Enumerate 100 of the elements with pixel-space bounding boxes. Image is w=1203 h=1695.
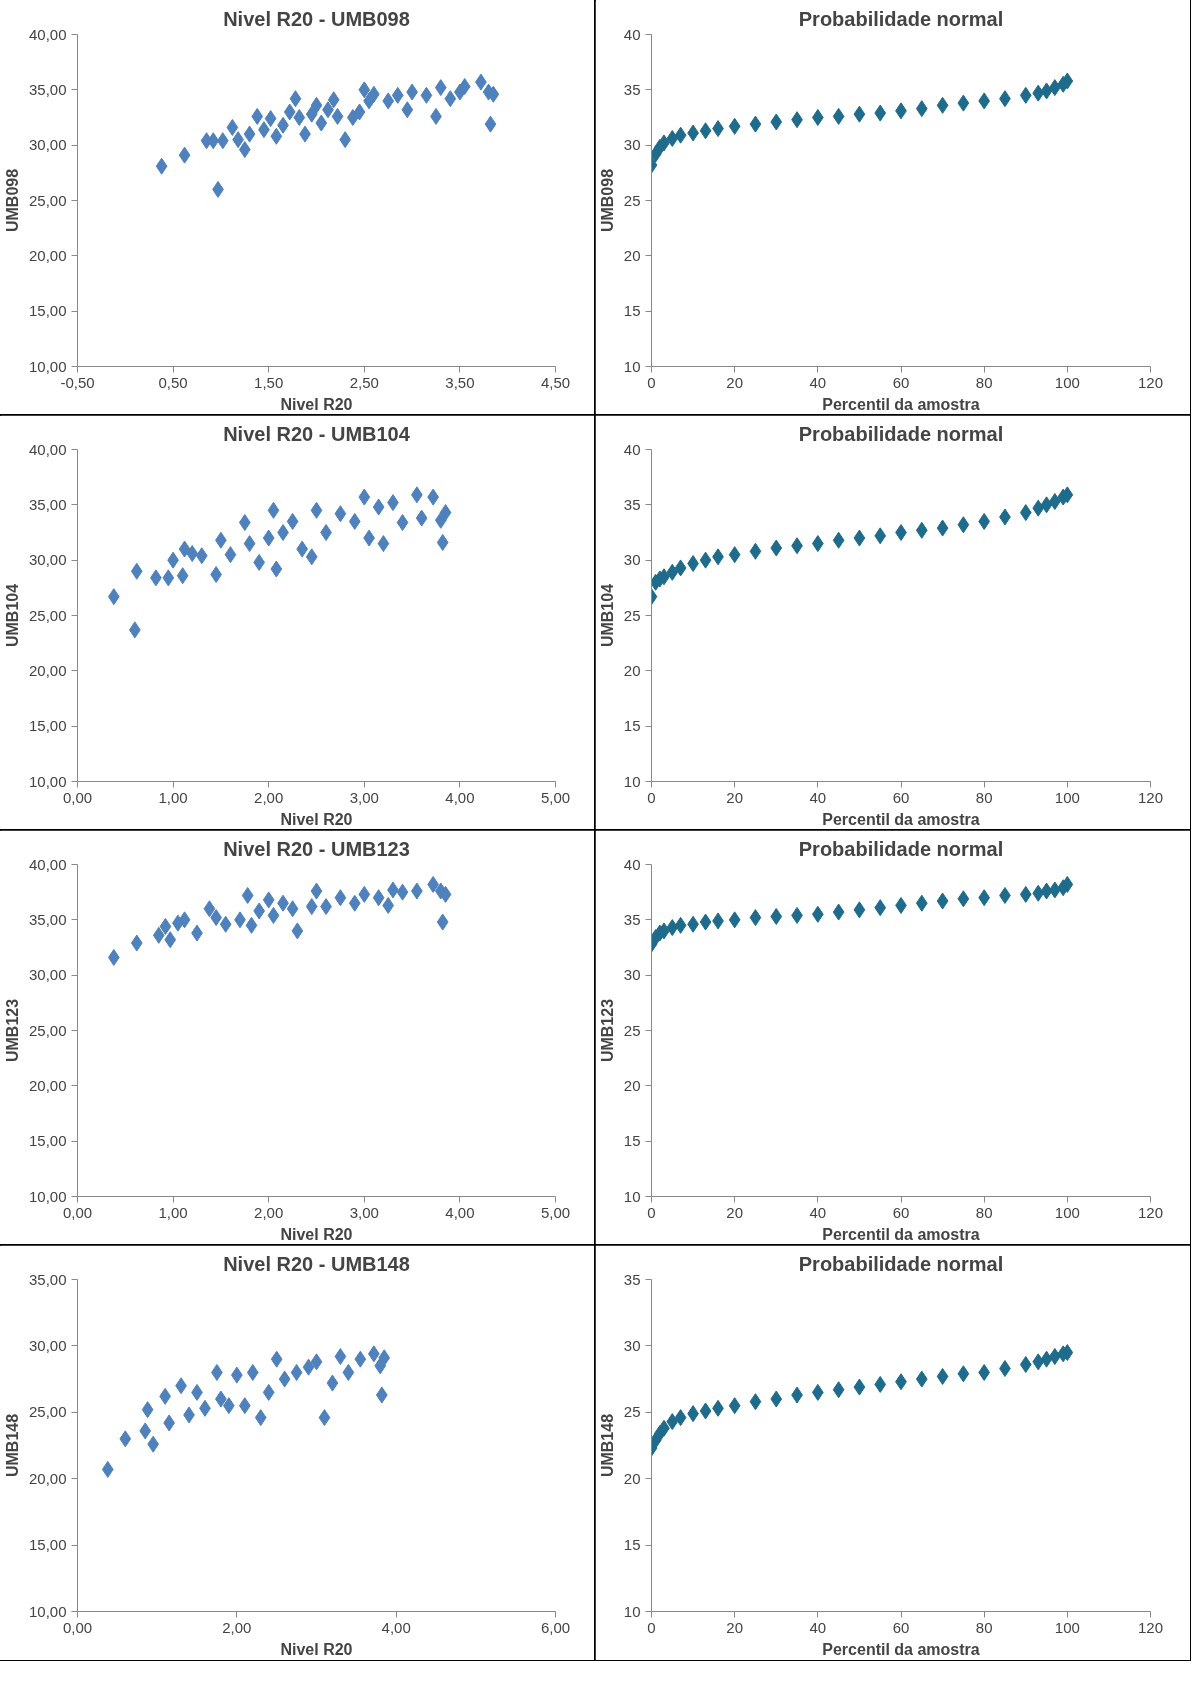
x-tick-label: 120 bbox=[1137, 788, 1164, 806]
x-tick-label: 3,50 bbox=[445, 373, 475, 391]
y-tick-label: 35,00 bbox=[28, 1270, 67, 1288]
y-tick-label: 35 bbox=[623, 80, 641, 98]
y-tick-label: 10,00 bbox=[28, 357, 67, 375]
x-axis-title: Percentil da amostra bbox=[822, 395, 980, 413]
y-tick-label: 35 bbox=[623, 495, 641, 513]
x-tick-label: 3,00 bbox=[349, 788, 379, 806]
y-tick-label: 35,00 bbox=[28, 80, 67, 98]
y-axis-title: UMB104 bbox=[598, 583, 616, 648]
y-tick-label: 35 bbox=[623, 1270, 641, 1288]
y-tick-label: 15 bbox=[623, 1132, 641, 1150]
x-tick-label: 4,50 bbox=[540, 373, 571, 391]
y-tick-label: 20 bbox=[623, 1076, 641, 1094]
y-tick-label: 15,00 bbox=[28, 1132, 67, 1150]
x-tick-label: 60 bbox=[892, 788, 910, 806]
x-tick-label: 4,00 bbox=[381, 1618, 411, 1636]
x-tick-label: 60 bbox=[892, 1618, 910, 1636]
x-tick-label: 0,00 bbox=[62, 1203, 93, 1221]
y-tick-label: 25 bbox=[623, 1021, 641, 1039]
y-tick-label: 20,00 bbox=[28, 246, 67, 264]
y-tick-label: 15,00 bbox=[28, 1536, 67, 1554]
y-tick-label: 35,00 bbox=[28, 495, 67, 513]
x-tick-label: 80 bbox=[975, 788, 993, 806]
x-tick-label: 100 bbox=[1054, 1203, 1080, 1221]
x-tick-label: 2,50 bbox=[349, 373, 379, 391]
y-tick-label: 30 bbox=[623, 1336, 641, 1354]
y-tick-label: 25 bbox=[623, 191, 641, 209]
x-tick-label: 2,00 bbox=[222, 1618, 252, 1636]
y-tick-label: 20 bbox=[623, 1469, 641, 1487]
chart-title: Probabilidade normal bbox=[798, 422, 1004, 445]
x-axis-title: Percentil da amostra bbox=[822, 1225, 980, 1243]
x-tick-label: 0,00 bbox=[62, 1618, 93, 1636]
x-tick-label: 0 bbox=[647, 1618, 656, 1636]
y-tick-label: 15,00 bbox=[28, 302, 67, 320]
chart-title: Probabilidade normal bbox=[798, 1252, 1004, 1275]
x-tick-label: 0,00 bbox=[62, 788, 93, 806]
chart-title: Nivel R20 - UMB098 bbox=[223, 7, 410, 30]
y-tick-label: 25 bbox=[623, 1403, 641, 1421]
y-tick-label: 20 bbox=[623, 661, 641, 679]
x-tick-label: 100 bbox=[1054, 1618, 1080, 1636]
y-tick-label: 25,00 bbox=[28, 1021, 67, 1039]
y-tick-label: 10,00 bbox=[28, 1187, 67, 1205]
chart-title: Nivel R20 - UMB104 bbox=[223, 422, 411, 445]
y-tick-label: 40,00 bbox=[28, 440, 67, 458]
y-axis-title: UMB148 bbox=[3, 1413, 21, 1478]
x-tick-label: 3,00 bbox=[349, 1203, 379, 1221]
chart-title: Probabilidade normal bbox=[798, 7, 1004, 30]
y-tick-label: 10 bbox=[623, 1602, 641, 1620]
x-tick-label: 6,00 bbox=[540, 1618, 571, 1636]
y-tick-label: 10,00 bbox=[28, 772, 67, 790]
y-tick-label: 25,00 bbox=[28, 191, 67, 209]
x-tick-label: -0,50 bbox=[60, 373, 95, 391]
y-tick-label: 20 bbox=[623, 246, 641, 264]
x-tick-label: 4,00 bbox=[445, 1203, 475, 1221]
x-tick-label: 80 bbox=[975, 373, 993, 391]
y-tick-label: 10 bbox=[623, 772, 641, 790]
x-tick-label: 60 bbox=[892, 373, 910, 391]
x-tick-label: 0,50 bbox=[158, 373, 188, 391]
x-tick-label: 1,50 bbox=[254, 373, 284, 391]
y-tick-label: 25 bbox=[623, 606, 641, 624]
y-tick-label: 35,00 bbox=[28, 910, 67, 928]
x-tick-label: 5,00 bbox=[540, 1203, 571, 1221]
y-tick-label: 20,00 bbox=[28, 1469, 67, 1487]
y-tick-label: 25,00 bbox=[28, 1403, 67, 1421]
y-tick-label: 20,00 bbox=[28, 1076, 67, 1094]
x-tick-label: 0 bbox=[647, 373, 656, 391]
y-tick-label: 30,00 bbox=[28, 551, 67, 569]
y-tick-label: 15 bbox=[623, 1536, 641, 1554]
y-tick-label: 35 bbox=[623, 910, 641, 928]
x-tick-label: 20 bbox=[726, 373, 744, 391]
y-tick-label: 30 bbox=[623, 551, 641, 569]
x-tick-label: 40 bbox=[809, 1203, 827, 1221]
x-tick-label: 40 bbox=[809, 1618, 827, 1636]
x-axis-title: Nivel R20 bbox=[280, 810, 353, 828]
y-axis-title: UMB104 bbox=[3, 583, 21, 648]
y-tick-label: 15 bbox=[623, 717, 641, 735]
x-tick-label: 4,00 bbox=[445, 788, 475, 806]
x-tick-label: 0 bbox=[647, 788, 656, 806]
x-axis-title: Nivel R20 bbox=[280, 1640, 353, 1658]
x-tick-label: 20 bbox=[726, 788, 744, 806]
y-axis-title: UMB123 bbox=[3, 998, 21, 1063]
y-tick-label: 10,00 bbox=[28, 1602, 67, 1620]
y-tick-label: 20,00 bbox=[28, 661, 67, 679]
x-axis-title: Nivel R20 bbox=[280, 395, 353, 413]
y-axis-title: UMB098 bbox=[3, 168, 21, 233]
x-tick-label: 5,00 bbox=[540, 788, 571, 806]
x-tick-label: 100 bbox=[1054, 788, 1080, 806]
y-tick-label: 40 bbox=[623, 25, 641, 43]
y-tick-label: 30,00 bbox=[28, 1336, 67, 1354]
x-tick-label: 2,00 bbox=[254, 788, 284, 806]
y-tick-label: 10 bbox=[623, 1187, 641, 1205]
chart-title: Nivel R20 - UMB148 bbox=[223, 1252, 410, 1275]
x-axis-title: Percentil da amostra bbox=[822, 1640, 980, 1658]
x-tick-label: 40 bbox=[809, 373, 827, 391]
x-tick-label: 20 bbox=[726, 1203, 744, 1221]
x-tick-label: 2,00 bbox=[254, 1203, 284, 1221]
y-tick-label: 10 bbox=[623, 357, 641, 375]
chart-title: Probabilidade normal bbox=[798, 837, 1004, 860]
y-axis-title: UMB148 bbox=[598, 1413, 616, 1478]
